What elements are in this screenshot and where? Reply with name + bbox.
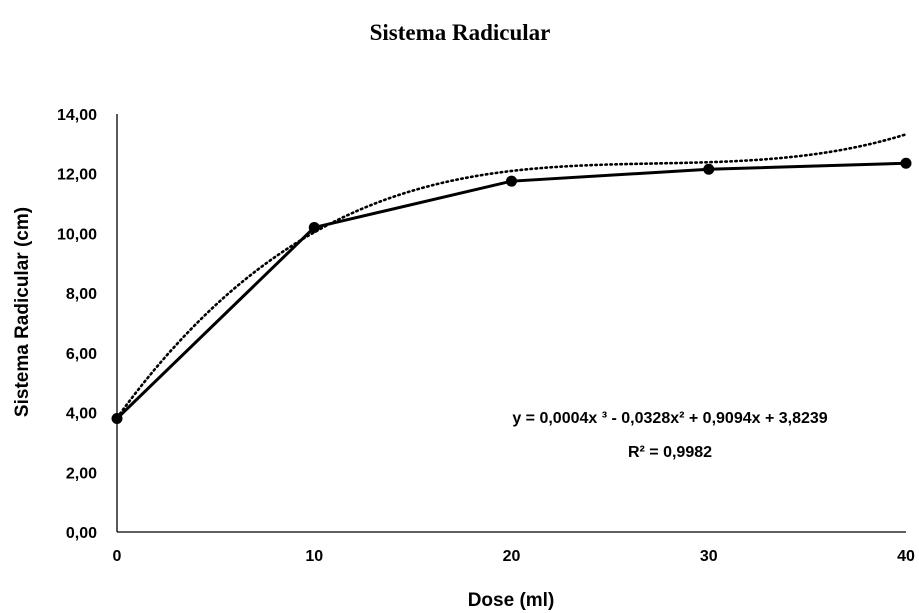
- trendline: [115, 133, 908, 420]
- x-tick-label: 40: [897, 548, 915, 565]
- y-tick-label: 10,00: [57, 226, 97, 243]
- chart-title: Sistema Radicular: [370, 20, 551, 45]
- data-point: [111, 413, 123, 425]
- trendline-equation: y = 0,0004x ³ - 0,0328x² + 0,9094x + 3,8…: [512, 410, 827, 427]
- data-point: [308, 221, 320, 233]
- y-axis-label: Sistema Radicular (cm): [12, 207, 33, 417]
- x-tick-label: 0: [113, 548, 122, 565]
- data-point: [703, 163, 715, 175]
- y-tick-label: 4,00: [66, 406, 97, 423]
- trendline-r-squared: R² = 0,9982: [628, 444, 712, 461]
- x-tick-label: 20: [503, 548, 521, 565]
- y-tick-label: 8,00: [66, 286, 97, 303]
- y-tick-label: 12,00: [57, 167, 97, 184]
- series-line: [115, 161, 907, 420]
- y-tick-label: 14,00: [57, 107, 97, 124]
- y-tick-label: 0,00: [66, 525, 97, 542]
- series-markers: [111, 157, 912, 425]
- data-point: [506, 175, 517, 187]
- x-axis-ticks: 0 10 20 30 40: [113, 548, 915, 565]
- y-tick-label: 2,00: [66, 465, 97, 482]
- x-tick-label: 30: [700, 548, 718, 565]
- x-axis-label: Dose (ml): [468, 590, 555, 611]
- y-axis-ticks: 0,00 2,00 4,00 6,00 8,00 10,00 12,00 14,00: [57, 107, 97, 542]
- x-tick-label: 10: [305, 548, 323, 565]
- y-tick-label: 6,00: [66, 346, 97, 363]
- data-point: [900, 157, 912, 169]
